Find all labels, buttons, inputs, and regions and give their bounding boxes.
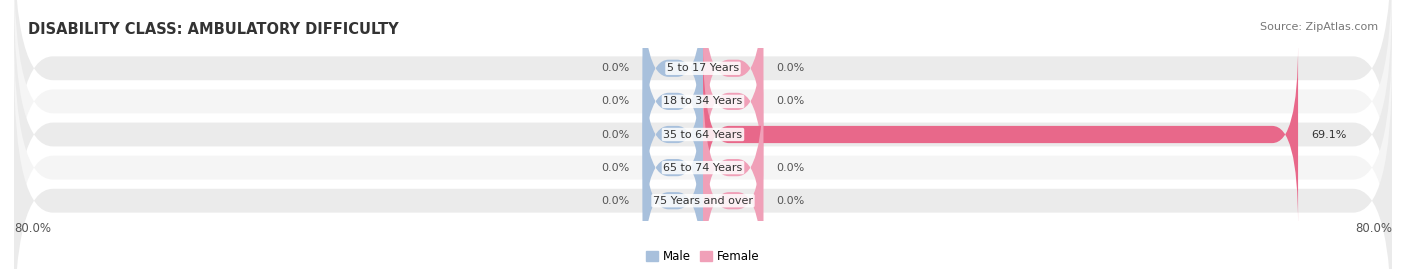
- FancyBboxPatch shape: [14, 0, 1392, 205]
- FancyBboxPatch shape: [643, 0, 703, 159]
- FancyBboxPatch shape: [14, 64, 1392, 269]
- FancyBboxPatch shape: [643, 77, 703, 258]
- Text: 65 to 74 Years: 65 to 74 Years: [664, 162, 742, 173]
- FancyBboxPatch shape: [703, 44, 1298, 225]
- Text: 75 Years and over: 75 Years and over: [652, 196, 754, 206]
- FancyBboxPatch shape: [643, 110, 703, 269]
- FancyBboxPatch shape: [643, 11, 703, 192]
- FancyBboxPatch shape: [703, 77, 763, 258]
- FancyBboxPatch shape: [14, 31, 1392, 269]
- Text: 80.0%: 80.0%: [1355, 222, 1392, 235]
- Legend: Male, Female: Male, Female: [647, 250, 759, 263]
- Text: 5 to 17 Years: 5 to 17 Years: [666, 63, 740, 73]
- FancyBboxPatch shape: [643, 44, 703, 225]
- FancyBboxPatch shape: [14, 0, 1392, 269]
- Text: 0.0%: 0.0%: [602, 63, 630, 73]
- Text: 0.0%: 0.0%: [602, 129, 630, 140]
- Text: 0.0%: 0.0%: [776, 162, 804, 173]
- Text: 0.0%: 0.0%: [776, 63, 804, 73]
- Text: 0.0%: 0.0%: [776, 196, 804, 206]
- FancyBboxPatch shape: [14, 0, 1392, 238]
- Text: 35 to 64 Years: 35 to 64 Years: [664, 129, 742, 140]
- Text: 0.0%: 0.0%: [776, 96, 804, 107]
- FancyBboxPatch shape: [703, 110, 763, 269]
- FancyBboxPatch shape: [703, 11, 763, 192]
- Text: 69.1%: 69.1%: [1310, 129, 1347, 140]
- Text: 0.0%: 0.0%: [602, 196, 630, 206]
- FancyBboxPatch shape: [703, 0, 763, 159]
- Text: Source: ZipAtlas.com: Source: ZipAtlas.com: [1260, 22, 1378, 31]
- Text: 80.0%: 80.0%: [14, 222, 51, 235]
- Text: 0.0%: 0.0%: [602, 162, 630, 173]
- Text: 0.0%: 0.0%: [602, 96, 630, 107]
- Text: DISABILITY CLASS: AMBULATORY DIFFICULTY: DISABILITY CLASS: AMBULATORY DIFFICULTY: [28, 22, 399, 37]
- Text: 18 to 34 Years: 18 to 34 Years: [664, 96, 742, 107]
